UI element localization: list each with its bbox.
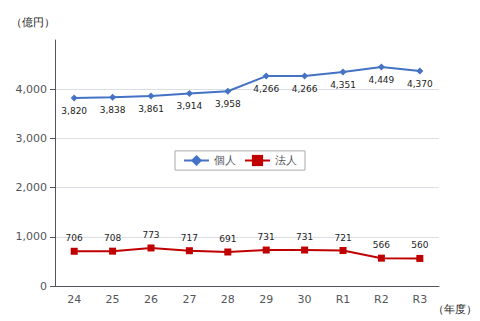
- svg-text:3,861: 3,861: [138, 104, 164, 114]
- svg-text:560: 560: [411, 240, 428, 250]
- svg-text:708: 708: [104, 233, 121, 243]
- svg-text:（億円）: （億円）: [11, 16, 55, 29]
- svg-text:4,266: 4,266: [292, 84, 318, 94]
- svg-text:691: 691: [219, 234, 236, 244]
- svg-text:706: 706: [66, 233, 83, 243]
- svg-text:4,000: 4,000: [16, 83, 48, 96]
- svg-text:3,958: 3,958: [215, 99, 241, 109]
- svg-text:2,000: 2,000: [16, 181, 48, 194]
- svg-text:R2: R2: [374, 293, 389, 306]
- svg-text:24: 24: [67, 293, 81, 306]
- svg-text:1,000: 1,000: [16, 230, 48, 243]
- svg-text:30: 30: [298, 293, 312, 306]
- svg-text:4,266: 4,266: [253, 84, 279, 94]
- svg-text:0: 0: [40, 280, 47, 293]
- svg-text:29: 29: [259, 293, 273, 306]
- svg-text:4,370: 4,370: [407, 79, 433, 89]
- svg-text:25: 25: [106, 293, 120, 306]
- svg-text:3,914: 3,914: [177, 101, 203, 111]
- svg-text:4,351: 4,351: [330, 80, 356, 90]
- svg-text:R3: R3: [412, 293, 427, 306]
- svg-text:個人: 個人: [214, 154, 236, 167]
- svg-text:28: 28: [221, 293, 235, 306]
- svg-text:3,838: 3,838: [100, 105, 126, 115]
- svg-text:3,000: 3,000: [16, 132, 48, 145]
- svg-text:（年度）: （年度）: [433, 303, 477, 316]
- svg-text:27: 27: [182, 293, 196, 306]
- svg-text:R1: R1: [336, 293, 351, 306]
- svg-text:731: 731: [258, 232, 275, 242]
- svg-text:773: 773: [142, 230, 159, 240]
- svg-text:4,449: 4,449: [369, 75, 395, 85]
- svg-text:721: 721: [334, 233, 351, 243]
- svg-text:566: 566: [373, 240, 390, 250]
- svg-text:3,820: 3,820: [61, 106, 87, 116]
- svg-text:法人: 法人: [275, 154, 297, 167]
- svg-text:717: 717: [181, 233, 198, 243]
- svg-text:26: 26: [144, 293, 158, 306]
- svg-text:731: 731: [296, 232, 313, 242]
